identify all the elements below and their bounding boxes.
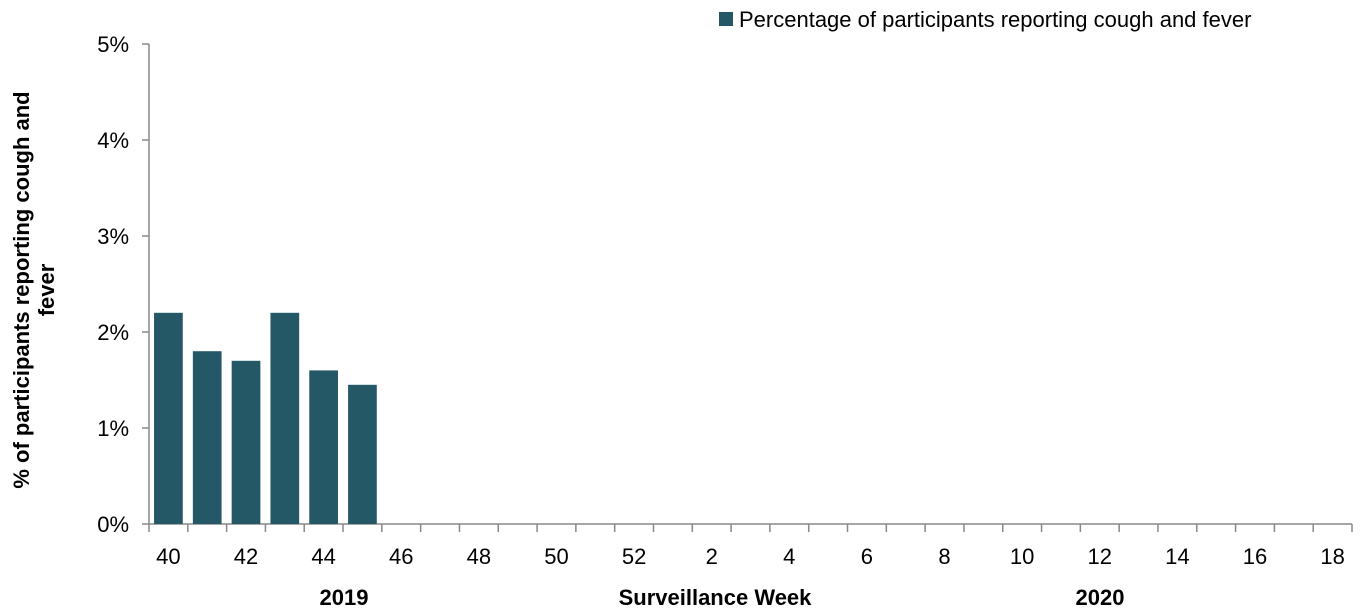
bar-week-42 [231, 360, 261, 524]
bar-week-41 [192, 351, 222, 524]
bar-week-40 [154, 312, 183, 524]
x-tick-label: 48 [467, 544, 491, 569]
y-tick-label: 0% [97, 512, 129, 537]
legend-label: Percentage of participants reporting cou… [739, 7, 1251, 32]
x-tick-label: 44 [311, 544, 335, 569]
y-axis-title-line2: fever [34, 263, 59, 316]
x-tick-label: 18 [1320, 544, 1344, 569]
x-tick-label: 8 [938, 544, 950, 569]
x-tick-label: 4 [783, 544, 795, 569]
bar-week-44 [309, 370, 338, 524]
x-tick-label: 2 [706, 544, 718, 569]
year-label-2020: 2020 [1076, 585, 1125, 610]
y-tick-label: 2% [97, 320, 129, 345]
y-axis-title-line1: % of participants reporting cough and [9, 91, 34, 488]
x-tick-label: 42 [234, 544, 258, 569]
bar-week-45 [348, 384, 377, 524]
x-tick-label: 40 [156, 544, 180, 569]
legend: Percentage of participants reporting cou… [719, 7, 1251, 32]
x-tick-label: 10 [1010, 544, 1034, 569]
y-axis: 0% 1% 2% 3% 4% 5% [97, 32, 150, 537]
y-tick-label: 1% [97, 416, 129, 441]
y-tick-label: 5% [97, 32, 129, 57]
legend-swatch [719, 12, 733, 26]
x-axis: 40 42 44 46 48 50 52 2 4 6 8 10 12 14 16 18 [148, 523, 1353, 569]
x-tick-label: 12 [1088, 544, 1112, 569]
y-tick-label: 4% [97, 128, 129, 153]
x-tick-label: 52 [622, 544, 646, 569]
x-axis-title: Surveillance Week [619, 585, 813, 610]
x-tick-label: 50 [544, 544, 568, 569]
x-tick-label: 14 [1165, 544, 1189, 569]
year-label-2019: 2019 [320, 585, 369, 610]
bars [154, 312, 377, 524]
x-tick-label: 46 [389, 544, 413, 569]
bar-week-43 [270, 312, 300, 524]
y-tick-label: 3% [97, 224, 129, 249]
axis-titles: % of participants reporting cough and fe… [9, 91, 1124, 610]
x-tick-label: 6 [861, 544, 873, 569]
x-tick-label: 16 [1243, 544, 1267, 569]
